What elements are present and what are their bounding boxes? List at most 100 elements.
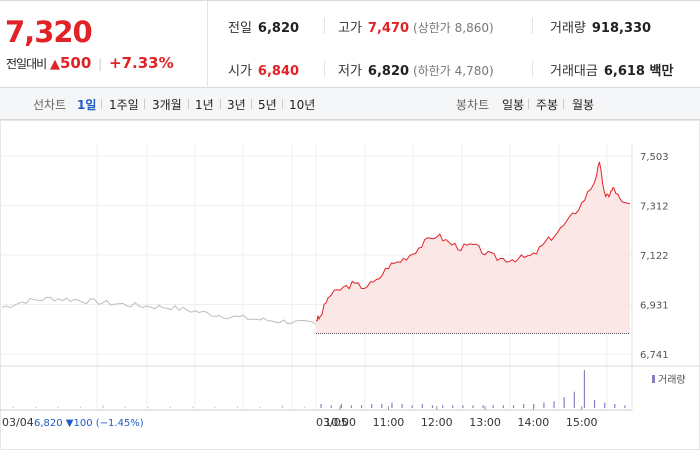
today-volume-bar: [512, 405, 515, 408]
prev-day-volume-bar: [192, 406, 194, 408]
volume-legend-swatch: [652, 375, 655, 383]
period-1d[interactable]: 1일: [77, 98, 97, 112]
today-volume-bar: [421, 403, 423, 408]
today-volume-bar: [320, 403, 322, 408]
today-volume-bar: [340, 403, 342, 408]
intraday-price-chart: 7,503 7,312 7,122 6,931 6,741 거래량 03/04 6,820 ▼…: [0, 120, 700, 450]
upper-limit: (상한가 8,860): [413, 21, 494, 35]
open-cell: 시가 6,840: [228, 60, 299, 79]
line-chart-label: 선차트: [33, 98, 67, 112]
today-volume-bar: [593, 399, 596, 408]
today-price-line: [315, 161, 631, 322]
high-cell: 고가 7,470 (상한가 8,860): [338, 17, 494, 36]
candle-weekly[interactable]: 주봉: [536, 98, 559, 112]
candle-daily[interactable]: 일봉: [502, 98, 525, 112]
today-volume-bar: [401, 403, 403, 408]
today-volume-bar: [614, 403, 616, 408]
low-value: 6,820: [367, 64, 410, 79]
today-volume-bar: [523, 403, 525, 408]
y-tick-label: 7,503: [640, 152, 669, 163]
divider: [528, 99, 529, 109]
low-label: 저가: [338, 64, 362, 79]
prev-day-volume-bar: [169, 406, 171, 408]
today-volume-bar: [604, 402, 606, 408]
period-1y[interactable]: 1년: [195, 98, 214, 112]
today-date-label: 03/05: [316, 416, 348, 429]
prev-day-volume-bar: [304, 406, 306, 408]
today-volume-bar: [360, 405, 363, 408]
change-percent: +7.33%: [109, 54, 174, 72]
prev-day-volume-bar: [259, 406, 261, 408]
x-tick-label: 15:00: [566, 416, 598, 429]
divider: [532, 18, 533, 34]
today-volume-bar: [381, 403, 383, 408]
amount-label: 거래대금: [550, 64, 598, 79]
today-volume-bar: [431, 405, 434, 408]
divider: [251, 99, 252, 109]
prev-day-close-label: 6,820 ▼100 (−1.45%): [34, 418, 144, 429]
stock-summary: 7,320 전일대비 ▲500 | +7.33% 전일 6,820 시가 6,840…: [0, 0, 700, 88]
today-volume-bar: [371, 403, 373, 408]
x-tick-label: 14:00: [518, 416, 550, 429]
today-volume-bar: [391, 402, 393, 408]
today-volume-bar: [573, 391, 575, 408]
divider: [324, 61, 325, 77]
today-volume-bar: [624, 405, 626, 408]
today-volume-bar: [533, 403, 535, 408]
prev-day-volume-bar: [281, 405, 283, 408]
candle-monthly[interactable]: 월봉: [572, 98, 595, 112]
prev-day-volume-bar: [12, 406, 14, 408]
amount-cell: 거래대금 6,618 백만: [550, 60, 673, 79]
prev-day-volume-bar: [147, 406, 149, 408]
period-1w[interactable]: 1주일: [109, 98, 139, 112]
prev-close-label: 전일: [228, 21, 252, 36]
divider: [188, 99, 189, 109]
prev-day-volume-bar: [57, 406, 59, 408]
up-arrow-icon: ▲: [50, 57, 60, 72]
x-tick-label: 13:00: [469, 416, 501, 429]
today-volume-bar: [583, 370, 586, 408]
prev-close-cell: 전일 6,820: [228, 17, 299, 36]
y-tick-label: 6,741: [640, 350, 669, 361]
volume-cell: 거래량 918,330: [550, 17, 651, 36]
today-volume-bar: [411, 405, 413, 408]
y-tick-label: 6,931: [640, 301, 669, 312]
today-volume-bar: [553, 401, 555, 408]
x-tick-label: 10:00: [324, 416, 356, 429]
period-5y[interactable]: 5년: [258, 98, 277, 112]
y-tick-label: 7,122: [640, 251, 669, 262]
x-tick-label: 11:00: [373, 416, 405, 429]
today-volume-bar: [472, 405, 474, 408]
today-volume-bar: [492, 405, 494, 408]
divider: |: [98, 57, 103, 71]
high-label: 고가: [338, 21, 362, 36]
change-row: 전일대비 ▲500 | +7.33%: [6, 54, 174, 72]
today-volume-bar: [462, 405, 464, 408]
today-volume-bar: [452, 405, 454, 408]
price-box: 7,320 전일대비 ▲500 | +7.33%: [0, 1, 208, 88]
today-price-area: [316, 161, 630, 334]
today-volume-bar: [482, 405, 484, 408]
volume-value: 918,330: [591, 21, 652, 36]
period-3m[interactable]: 3개월: [152, 98, 182, 112]
period-10y[interactable]: 10년: [289, 98, 316, 112]
prev-day-volume-bar: [35, 406, 37, 408]
divider: [101, 99, 102, 109]
divider: [282, 99, 283, 109]
divider: [563, 99, 564, 109]
divider: [144, 99, 145, 109]
amount-value: 6,618 백만: [603, 64, 674, 79]
today-volume-bar: [563, 397, 565, 408]
today-volume-bar: [350, 405, 353, 408]
divider: [324, 18, 325, 34]
period-3y[interactable]: 3년: [227, 98, 246, 112]
prev-day-volume-bar: [124, 406, 126, 408]
prev-day-date-label: 03/04: [2, 416, 34, 429]
current-price: 7,320: [5, 15, 93, 49]
prev-day-volume-bar: [236, 406, 239, 408]
volume-legend-label: 거래량: [658, 374, 686, 386]
y-tick-label: 7,312: [640, 202, 669, 213]
chart-toolbar: 선차트 1일 1주일 3개월 1년 3년 5년 10년 봉차트 일봉 주봉 월봉: [0, 88, 700, 120]
open-value: 6,840: [257, 64, 300, 79]
lower-limit: (하한가 4,780): [413, 64, 494, 78]
